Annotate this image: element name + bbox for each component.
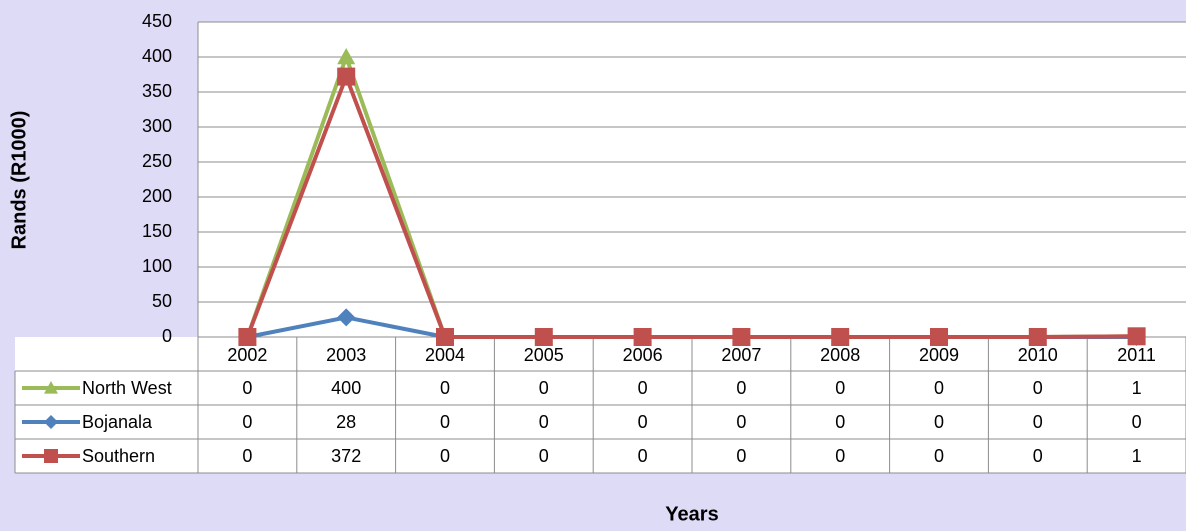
- marker: [1127, 327, 1146, 346]
- marker: [732, 328, 751, 346]
- y-tick-label: 450: [142, 11, 172, 31]
- table-value: 0: [1033, 378, 1043, 398]
- legend-label: Southern: [82, 446, 155, 466]
- table-value: 0: [539, 446, 549, 466]
- marker: [337, 67, 356, 86]
- table-value: 0: [440, 412, 450, 432]
- table-value: 0: [638, 378, 648, 398]
- y-tick-label: 400: [142, 46, 172, 66]
- x-tick-label: 2010: [1018, 345, 1058, 365]
- table-value: 0: [440, 378, 450, 398]
- table-value: 0: [440, 446, 450, 466]
- y-axis-label: Rands (R1000): [8, 111, 30, 250]
- marker: [436, 328, 454, 346]
- x-axis-label: Years: [665, 503, 718, 525]
- x-tick-label: 2003: [326, 345, 366, 365]
- y-tick-label: 0: [162, 326, 172, 346]
- table-value: 0: [934, 446, 944, 466]
- table-value: 0: [242, 378, 252, 398]
- y-tick-label: 150: [142, 221, 172, 241]
- marker: [44, 381, 58, 394]
- table-value: 0: [638, 412, 648, 432]
- marker: [337, 308, 356, 327]
- y-tick-label: 200: [142, 186, 172, 206]
- x-tick-label: 2011: [1117, 345, 1156, 365]
- table-value: 0: [539, 412, 549, 432]
- x-tick-label: 2007: [721, 345, 761, 365]
- table-value: 0: [638, 446, 648, 466]
- marker: [44, 415, 58, 429]
- table-value: 0: [1033, 412, 1043, 432]
- x-tick-label: 2008: [820, 345, 860, 365]
- marker: [44, 449, 58, 463]
- table-value: 0: [736, 378, 746, 398]
- table-value: 1: [1132, 378, 1142, 398]
- marker: [831, 328, 850, 346]
- x-tick-label: 2005: [524, 345, 564, 365]
- table-value: 372: [331, 446, 361, 466]
- marker: [337, 48, 356, 65]
- legend-label: Bojanala: [82, 412, 153, 432]
- table-value: 28: [336, 412, 356, 432]
- x-tick-label: 2002: [227, 345, 267, 365]
- table-value: 0: [242, 446, 252, 466]
- series-line: [245, 74, 1137, 339]
- y-tick-label: 50: [152, 291, 172, 311]
- table-value: 0: [539, 378, 549, 398]
- marker: [1028, 328, 1047, 346]
- marker: [534, 328, 553, 346]
- x-tick-label: 2004: [425, 345, 465, 365]
- y-tick-label: 100: [142, 256, 172, 276]
- marker: [930, 328, 948, 346]
- table-value: 0: [934, 412, 944, 432]
- table-value: 0: [736, 412, 746, 432]
- y-tick-label: 300: [142, 116, 172, 136]
- legend-label: North West: [82, 378, 172, 398]
- table-value: 0: [1132, 412, 1142, 432]
- x-tick-label: 2009: [919, 345, 959, 365]
- plot-area: [198, 22, 1186, 337]
- table-value: 0: [835, 446, 845, 466]
- table-value: 400: [331, 378, 361, 398]
- table-value: 0: [736, 446, 746, 466]
- table-value: 0: [835, 412, 845, 432]
- table-value: 0: [242, 412, 252, 432]
- marker: [238, 328, 257, 346]
- table-value: 0: [934, 378, 944, 398]
- y-tick-label: 350: [142, 81, 172, 101]
- table-value: 0: [1033, 446, 1043, 466]
- y-tick-label: 250: [142, 151, 172, 171]
- table-value: 0: [835, 378, 845, 398]
- marker: [633, 328, 652, 346]
- table-value: 1: [1132, 446, 1142, 466]
- x-tick-label: 2006: [623, 345, 663, 365]
